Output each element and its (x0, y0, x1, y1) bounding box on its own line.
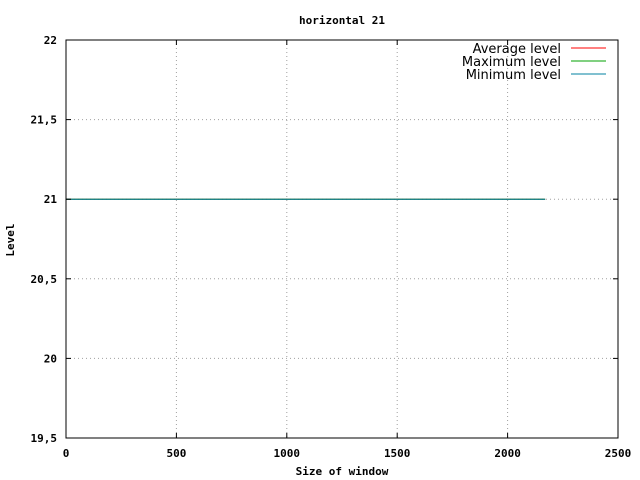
x-axis-label: Size of window (296, 465, 389, 478)
x-tick-labels: 0 500 1000 1500 2000 2500 (63, 447, 632, 460)
legend-label: Average level (473, 42, 561, 57)
legend-label: Maximum level (462, 55, 561, 70)
x-tick-label: 0 (63, 447, 70, 460)
ticks (65, 39, 619, 439)
y-axis-label: Level (4, 223, 17, 256)
chart-title: horizontal 21 (299, 14, 385, 27)
x-tick-label: 2500 (605, 447, 632, 460)
legend-label: Minimum level (466, 68, 561, 83)
grid (66, 40, 618, 438)
x-tick-label: 500 (166, 447, 186, 460)
y-tick-label: 21,5 (31, 114, 58, 127)
y-tick-label: 21 (44, 193, 58, 206)
y-tick-label: 22 (44, 34, 57, 47)
x-tick-label: 2000 (494, 447, 521, 460)
y-tick-label: 20,5 (31, 273, 58, 286)
plot-frame (65, 39, 619, 439)
y-tick-label: 20 (44, 352, 57, 365)
y-tick-label: 19,5 (31, 432, 58, 445)
y-tick-labels: 19,5 20 20,5 21 21,5 22 (31, 34, 58, 445)
x-tick-label: 1000 (274, 447, 301, 460)
x-tick-label: 1500 (384, 447, 411, 460)
